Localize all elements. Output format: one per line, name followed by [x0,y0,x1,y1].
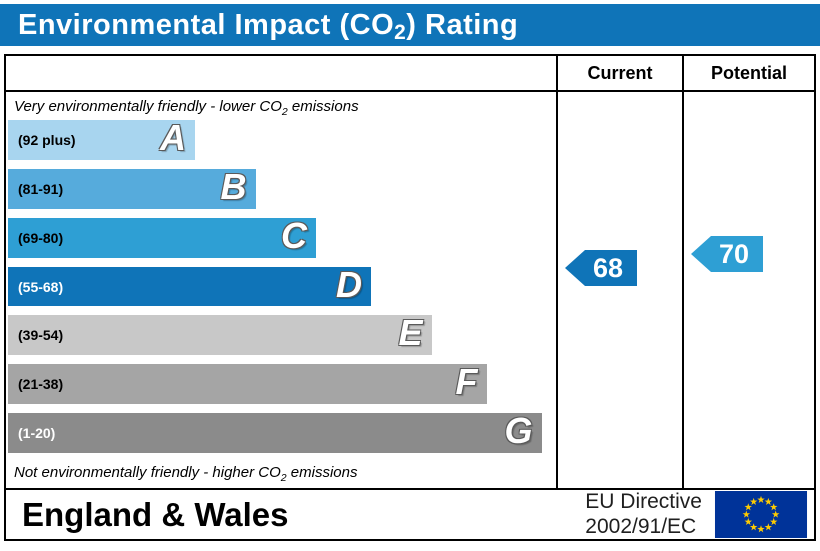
band-e-letter: E [398,312,423,354]
chart-title-bar: Environmental Impact (CO2) Rating [0,4,820,46]
band-b-range: (81-91) [18,180,64,197]
band-g-letter: G [504,410,533,452]
band-area: Very environmentally friendly - lower CO… [6,92,556,488]
footer: England & Wales EU Directive 2002/91/EC [4,488,816,541]
band-f-range: (21-38) [18,376,64,393]
band-d-range: (55-68) [18,278,64,295]
eu-directive-text: EU Directive 2002/91/EC [585,490,702,538]
eu-directive-line2: 2002/91/EC [585,514,697,538]
band-a: (92 plus) A [8,120,195,160]
left-arrow-icon [565,250,585,286]
band-d-letter: D [336,263,362,305]
band-c-letter: C [281,214,307,256]
eu-flag-icon [714,491,808,538]
band-d: (55-68) D [8,263,371,307]
current-rating-pointer: 68 [565,250,638,286]
region-title: England & Wales [22,495,289,533]
environmental-impact-rating-chart: Environmental Impact (CO2) Rating Curren… [0,4,820,551]
potential-column: 70 [682,92,814,488]
potential-column-header: Potential [682,56,814,92]
band-g: (1-20) G [8,410,542,454]
band-a-letter: A [160,117,186,159]
eu-directive-line1: EU Directive [585,490,702,514]
current-column-header: Current [556,56,682,92]
band-f: (21-38) F [8,361,487,405]
band-b-letter: B [220,165,247,207]
band-c-range: (69-80) [18,229,64,246]
band-column-header [6,56,556,92]
band-f-letter: F [455,361,478,403]
top-note: Very environmentally friendly - lower CO… [14,98,359,118]
left-arrow-icon [691,236,711,272]
band-g-range: (1-20) [18,425,56,442]
band-c: (69-80) C [8,214,316,258]
current-rating-value: 68 [585,250,638,286]
potential-rating-value: 70 [711,236,764,272]
band-e: (39-54) E [8,312,432,356]
band-a-range: (92 plus) [18,131,76,148]
rating-table: Current Potential Very environmentally f… [4,54,816,490]
band-b: (81-91) B [8,165,256,209]
band-e-range: (39-54) [18,327,64,344]
bottom-note: Not environmentally friendly - higher CO… [14,464,358,485]
current-column: 68 [556,92,682,488]
chart-title: Environmental Impact (CO2) Rating [18,8,519,45]
potential-rating-pointer: 70 [691,236,764,272]
